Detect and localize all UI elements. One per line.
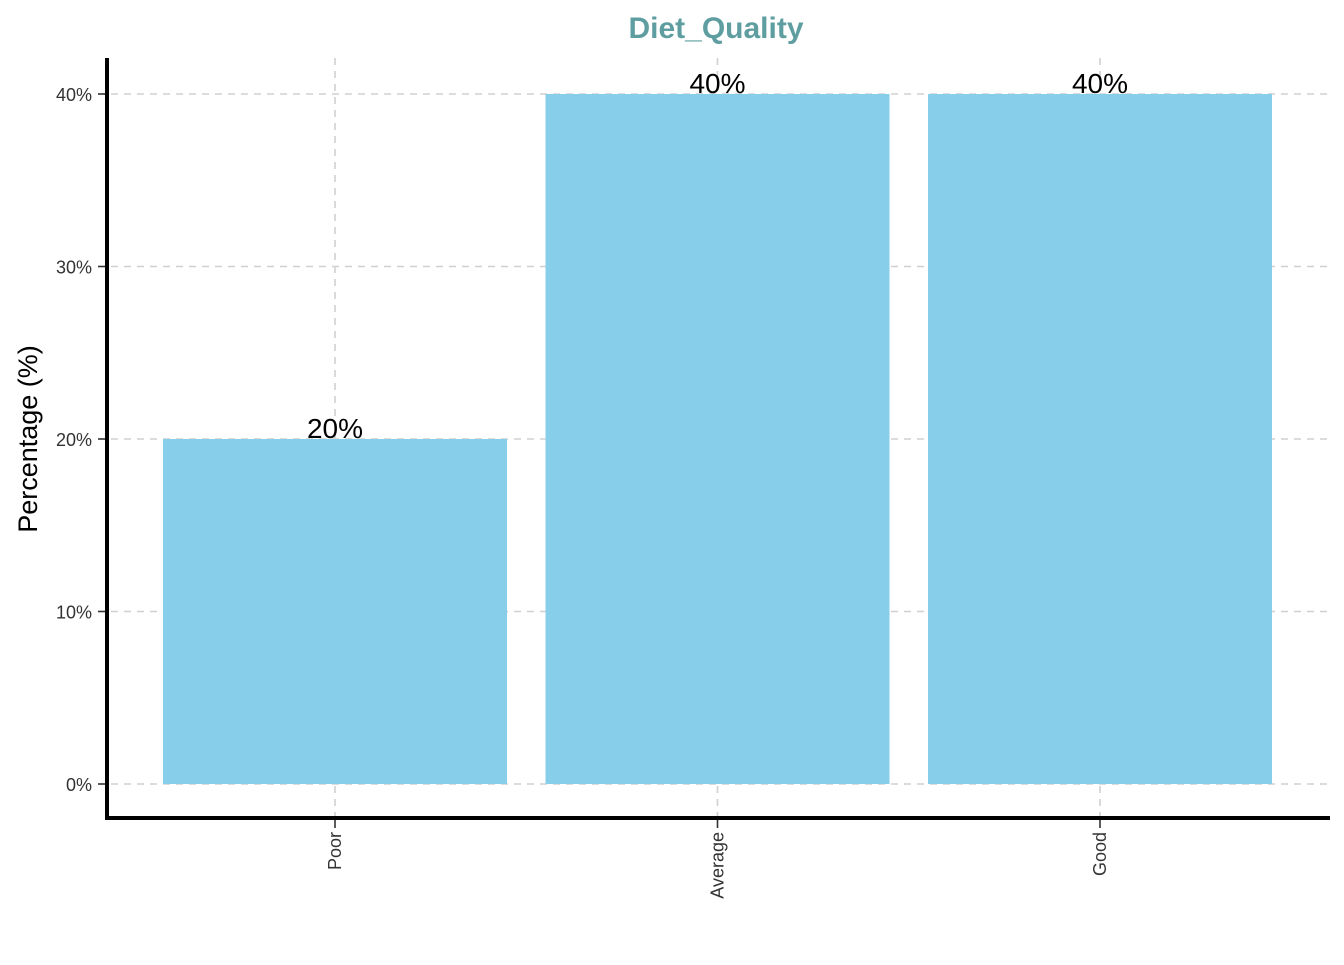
chart-title: Diet_Quality [628, 12, 803, 45]
data-label-layer: 20% 40% 40% [307, 68, 1128, 444]
x-tick-label: Poor [325, 832, 345, 870]
y-tick-label: 0% [66, 775, 92, 795]
x-tick-label: Average [708, 832, 728, 899]
bar-layer [163, 94, 1272, 784]
y-tick-label: 30% [56, 258, 92, 278]
axis-layer: 0% 10% 20% 30% 40% Poor Average Good [56, 58, 1330, 899]
y-tick-label: 20% [56, 430, 92, 450]
y-tick-label: 40% [56, 85, 92, 105]
y-tick-label: 10% [56, 603, 92, 623]
bar-good [928, 94, 1272, 784]
data-label: 40% [1072, 68, 1128, 99]
y-axis-label: Percentage (%) [13, 345, 43, 533]
x-tick-label: Good [1090, 832, 1110, 876]
data-label: 20% [307, 413, 363, 444]
data-label: 40% [689, 68, 745, 99]
bar-poor [163, 439, 507, 784]
bar-average [545, 94, 890, 784]
